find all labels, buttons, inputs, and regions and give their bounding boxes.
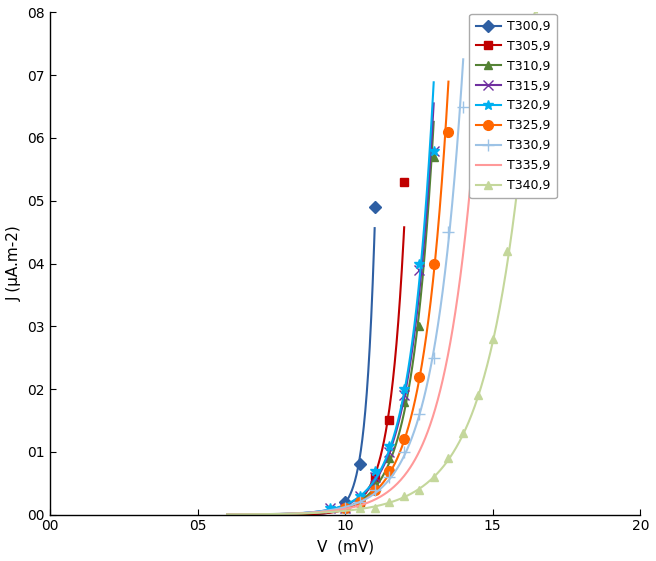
Legend: T300,9, T305,9, T310,9, T315,9, T320,9, T325,9, T330,9, T335,9, T340,9: T300,9, T305,9, T310,9, T315,9, T320,9, … <box>470 13 557 198</box>
Y-axis label: J (μA.m-2): J (μA.m-2) <box>7 226 22 301</box>
X-axis label: V  (mV): V (mV) <box>317 539 374 554</box>
